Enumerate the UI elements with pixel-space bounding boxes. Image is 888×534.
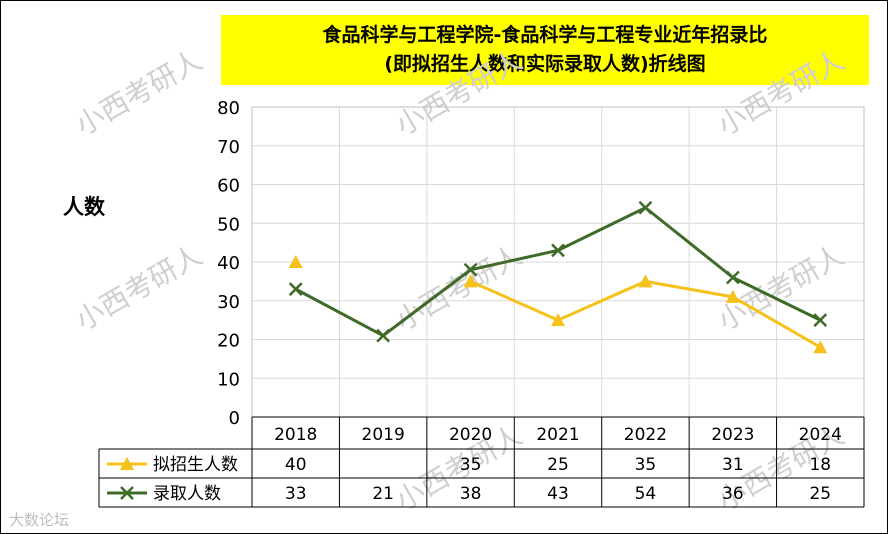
watermark-text-2: 小西考研人 bbox=[712, 43, 850, 142]
legend-1-marker bbox=[120, 486, 134, 500]
y-tick-label-5: 50 bbox=[217, 214, 240, 235]
x-category-label-0: 2018 bbox=[274, 425, 317, 445]
legend-1-label: 录取人数 bbox=[153, 484, 221, 504]
x-category-label-1: 2019 bbox=[362, 425, 405, 445]
series-1-point-6 bbox=[813, 313, 828, 328]
x-category-label-4: 2022 bbox=[624, 425, 667, 445]
x-category-label-2: 2020 bbox=[449, 425, 492, 445]
series-0-point-4 bbox=[638, 274, 653, 288]
table-cell-1-1: 21 bbox=[372, 484, 394, 504]
table-cell-0-4: 35 bbox=[635, 455, 657, 475]
table-cell-0-2: 35 bbox=[460, 455, 482, 475]
series-1-point-1 bbox=[376, 328, 391, 343]
watermark-text-4: 小西考研人 bbox=[390, 238, 528, 337]
series-0-point-3 bbox=[551, 313, 565, 327]
series-0-point-5 bbox=[725, 289, 740, 303]
y-tick-label-2: 20 bbox=[217, 331, 240, 352]
table-cell-1-4: 54 bbox=[635, 484, 657, 504]
y-tick-label-0: 0 bbox=[229, 408, 240, 429]
table-cell-1-5: 36 bbox=[722, 484, 744, 504]
table-cell-1-6: 25 bbox=[809, 484, 831, 504]
y-tick-label-6: 60 bbox=[217, 176, 240, 197]
watermark-text-0: 小西考研人 bbox=[70, 43, 208, 142]
table-cell-1-0: 33 bbox=[285, 484, 307, 504]
x-category-label-6: 2024 bbox=[799, 425, 842, 445]
series-1-point-4 bbox=[638, 200, 653, 215]
series-1-point-5 bbox=[725, 270, 740, 285]
series-0-point-0 bbox=[288, 255, 303, 268]
legend-0-label: 拟招生人数 bbox=[153, 455, 238, 475]
series-1-point-3 bbox=[551, 243, 565, 258]
table-cell-1-2: 38 bbox=[460, 484, 482, 504]
y-axis-label: 人数 bbox=[63, 195, 105, 219]
chart-title: 食品科学与工程学院-食品科学与工程专业近年招录比 (即拟招生人数和实际录取人数)… bbox=[221, 15, 869, 85]
corner-watermark: 大数论坛 bbox=[9, 511, 69, 529]
x-category-label-5: 2023 bbox=[711, 425, 754, 445]
table-cell-0-5: 31 bbox=[722, 455, 744, 475]
y-tick-label-3: 30 bbox=[217, 292, 240, 313]
series-0-point-2 bbox=[463, 274, 478, 288]
series-1-point-2 bbox=[463, 262, 478, 277]
table-cell-1-3: 43 bbox=[547, 484, 569, 504]
chart-title-line-2: (即拟招生人数和实际录取人数)折线图 bbox=[384, 53, 706, 75]
y-tick-label-4: 40 bbox=[217, 253, 240, 274]
watermark-text-1: 小西考研人 bbox=[390, 43, 528, 142]
table-cell-0-0: 40 bbox=[285, 455, 307, 475]
table-cell-0-3: 25 bbox=[547, 455, 569, 475]
y-tick-label-1: 10 bbox=[217, 369, 240, 390]
y-tick-label-7: 70 bbox=[217, 137, 240, 158]
watermark-text-5: 小西考研人 bbox=[712, 238, 850, 337]
x-category-label-3: 2021 bbox=[536, 425, 579, 445]
table-cell-0-6: 18 bbox=[809, 455, 831, 475]
y-tick-label-8: 80 bbox=[217, 98, 240, 119]
chart-title-line-1: 食品科学与工程学院-食品科学与工程专业近年招录比 bbox=[322, 24, 768, 46]
series-0-point-6 bbox=[813, 340, 828, 354]
watermark-text-3: 小西考研人 bbox=[70, 238, 208, 337]
legend-0-marker bbox=[120, 457, 134, 470]
series-1-point-0 bbox=[288, 282, 303, 297]
